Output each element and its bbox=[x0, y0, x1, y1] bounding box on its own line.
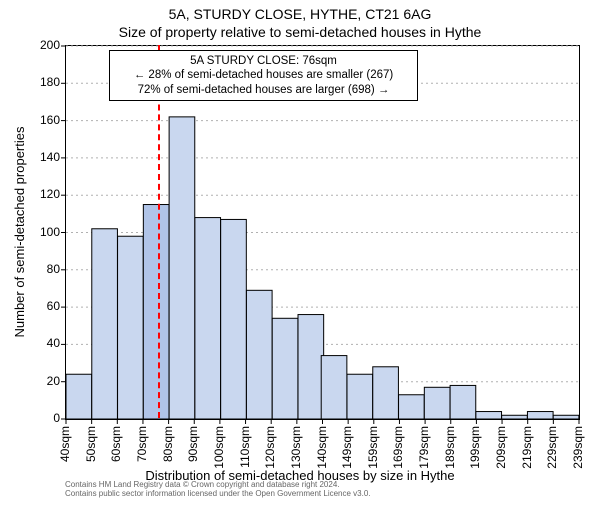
y-tick-label: 100 bbox=[30, 225, 60, 239]
y-tick-label: 180 bbox=[30, 75, 60, 89]
x-tick-label: 110sqm bbox=[238, 426, 252, 468]
y-tick-label: 60 bbox=[30, 299, 60, 313]
bar bbox=[272, 318, 298, 419]
x-tick-label: 209sqm bbox=[494, 426, 508, 469]
bar bbox=[373, 367, 399, 419]
x-tick-label: 60sqm bbox=[109, 426, 123, 462]
bar bbox=[169, 117, 195, 419]
y-tick-label: 80 bbox=[30, 262, 60, 276]
callout-line2: ← 28% of semi-detached houses are smalle… bbox=[116, 68, 411, 82]
bar bbox=[118, 236, 144, 419]
x-tick-label: 179sqm bbox=[417, 426, 431, 469]
x-tick-label: 80sqm bbox=[161, 426, 175, 462]
x-tick-label: 140sqm bbox=[315, 426, 329, 469]
x-tick-label: 50sqm bbox=[84, 426, 98, 462]
y-tick-label: 200 bbox=[30, 38, 60, 52]
y-tick-label: 20 bbox=[30, 374, 60, 388]
x-tick-label: 130sqm bbox=[289, 426, 303, 469]
x-tick-label: 189sqm bbox=[443, 426, 457, 469]
chart-plot-area bbox=[65, 45, 580, 420]
y-tick-label: 40 bbox=[30, 336, 60, 350]
bar bbox=[246, 290, 272, 419]
bar bbox=[92, 229, 118, 419]
x-tick-label: 70sqm bbox=[135, 426, 149, 462]
bar bbox=[502, 415, 528, 419]
callout-line3: 72% of semi-detached houses are larger (… bbox=[116, 83, 411, 97]
bar bbox=[527, 412, 553, 419]
chart-svg bbox=[66, 46, 579, 419]
y-tick-label: 160 bbox=[30, 113, 60, 127]
attribution-text: Contains HM Land Registry data © Crown c… bbox=[65, 481, 371, 499]
bar bbox=[476, 412, 502, 419]
bar bbox=[553, 415, 579, 419]
x-tick-label: 169sqm bbox=[391, 426, 405, 469]
bar bbox=[66, 374, 92, 419]
chart-title-line2: Size of property relative to semi-detach… bbox=[0, 24, 600, 40]
bar bbox=[143, 205, 169, 419]
y-tick-label: 140 bbox=[30, 150, 60, 164]
bar bbox=[221, 219, 247, 419]
x-tick-label: 40sqm bbox=[58, 426, 72, 462]
callout-box: 5A STURDY CLOSE: 76sqm ← 28% of semi-det… bbox=[109, 50, 418, 101]
x-tick-label: 100sqm bbox=[212, 426, 226, 469]
bar bbox=[450, 385, 476, 419]
y-tick-label: 120 bbox=[30, 187, 60, 201]
bar bbox=[298, 315, 324, 419]
bar bbox=[321, 356, 347, 419]
x-tick-label: 149sqm bbox=[340, 426, 354, 469]
x-tick-label: 239sqm bbox=[571, 426, 585, 469]
bar bbox=[424, 387, 450, 419]
x-tick-label: 219sqm bbox=[520, 426, 534, 469]
bar bbox=[399, 395, 425, 419]
chart-title-line1: 5A, STURDY CLOSE, HYTHE, CT21 6AG bbox=[0, 6, 600, 22]
y-tick-label: 0 bbox=[30, 411, 60, 425]
x-tick-label: 120sqm bbox=[263, 426, 277, 469]
callout-line1: 5A STURDY CLOSE: 76sqm bbox=[116, 54, 411, 68]
x-tick-label: 90sqm bbox=[186, 426, 200, 462]
x-tick-label: 199sqm bbox=[468, 426, 482, 469]
bar bbox=[347, 374, 373, 419]
bar bbox=[195, 218, 221, 419]
x-tick-label: 229sqm bbox=[545, 426, 559, 469]
x-tick-label: 159sqm bbox=[366, 426, 380, 469]
